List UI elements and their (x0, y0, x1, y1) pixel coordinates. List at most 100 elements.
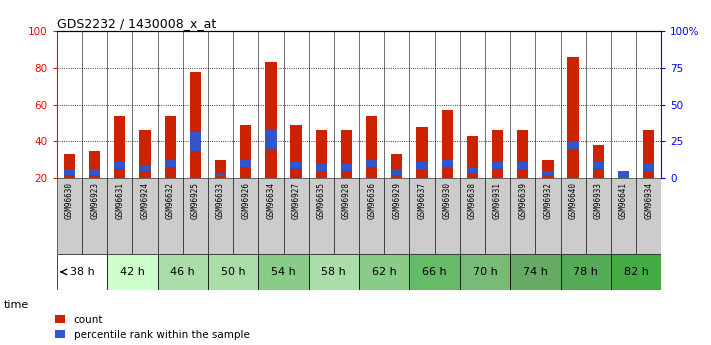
Bar (643, 130, 654, 178)
Text: 78 h: 78 h (573, 267, 598, 277)
Bar (215, 160, 226, 178)
Bar (183, 178, 208, 254)
Text: GSM96641: GSM96641 (619, 182, 628, 219)
Bar (485, 178, 510, 254)
Bar (460, 254, 510, 290)
Text: GSM96632: GSM96632 (166, 182, 175, 219)
Bar (64, 154, 75, 178)
Bar (611, 254, 661, 290)
Bar (510, 254, 560, 290)
Bar (517, 162, 528, 169)
Text: GSM96931: GSM96931 (493, 182, 502, 219)
Bar (417, 127, 428, 178)
Text: 74 h: 74 h (523, 267, 547, 277)
Text: GSM96929: GSM96929 (392, 182, 401, 219)
Bar (309, 254, 359, 290)
Bar (618, 171, 629, 178)
Text: GSM96637: GSM96637 (417, 182, 427, 219)
Bar (618, 175, 629, 178)
Bar (107, 254, 158, 290)
Text: GSM96926: GSM96926 (241, 182, 250, 219)
Bar (139, 130, 151, 178)
Bar (341, 130, 352, 178)
Text: GSM96633: GSM96633 (216, 182, 225, 219)
Bar (208, 254, 258, 290)
Bar (57, 254, 107, 290)
Bar (442, 110, 453, 178)
Text: GSM96932: GSM96932 (543, 182, 552, 219)
Bar (460, 178, 485, 254)
Bar (164, 116, 176, 178)
Text: GSM96635: GSM96635 (317, 182, 326, 219)
Bar (359, 254, 410, 290)
Bar (611, 178, 636, 254)
Bar (265, 62, 277, 178)
Bar (258, 178, 284, 254)
Text: GSM96928: GSM96928 (342, 182, 351, 219)
Bar (466, 167, 478, 173)
Bar (240, 160, 252, 167)
Text: GSM96640: GSM96640 (569, 182, 577, 219)
Bar (258, 254, 309, 290)
Bar (290, 162, 301, 169)
Bar (586, 178, 611, 254)
Text: GSM96634: GSM96634 (267, 182, 275, 219)
Bar (410, 178, 434, 254)
Bar (384, 178, 410, 254)
Bar (567, 141, 579, 149)
Bar (341, 164, 352, 171)
Bar (410, 254, 460, 290)
Text: GSM96638: GSM96638 (468, 182, 477, 219)
Legend: count, percentile rank within the sample: count, percentile rank within the sample (55, 315, 250, 340)
Bar (636, 178, 661, 254)
Bar (158, 178, 183, 254)
Bar (316, 164, 327, 171)
Text: GSM96924: GSM96924 (141, 182, 149, 219)
Bar (158, 254, 208, 290)
Text: GSM96631: GSM96631 (115, 182, 124, 219)
Bar (366, 160, 378, 167)
Bar (643, 164, 654, 171)
Bar (592, 145, 604, 178)
Bar (64, 169, 75, 175)
Bar (560, 178, 586, 254)
Bar (492, 130, 503, 178)
Bar (233, 178, 258, 254)
Text: GSM96636: GSM96636 (367, 182, 376, 219)
Text: GSM96639: GSM96639 (518, 182, 528, 219)
Bar (89, 151, 100, 178)
Bar (114, 162, 126, 169)
Bar (359, 178, 384, 254)
Bar (240, 125, 252, 178)
Bar (510, 178, 535, 254)
Text: GSM96630: GSM96630 (65, 182, 74, 219)
Bar (542, 160, 554, 178)
Text: GSM96933: GSM96933 (594, 182, 603, 219)
Bar (492, 162, 503, 169)
Text: 62 h: 62 h (372, 267, 397, 277)
Bar (208, 178, 233, 254)
Bar (434, 178, 460, 254)
Bar (560, 254, 611, 290)
Text: GSM96923: GSM96923 (90, 182, 99, 219)
Bar (391, 154, 402, 178)
Bar (442, 160, 453, 167)
Text: GSM96927: GSM96927 (292, 182, 301, 219)
Bar (535, 178, 560, 254)
Text: GSM96934: GSM96934 (644, 182, 653, 219)
Bar (190, 71, 201, 178)
Text: GSM96925: GSM96925 (191, 182, 200, 219)
Text: time: time (4, 300, 29, 310)
Bar (366, 116, 378, 178)
Bar (107, 178, 132, 254)
Bar (164, 160, 176, 167)
Text: 58 h: 58 h (321, 267, 346, 277)
Bar (567, 57, 579, 178)
Bar (265, 129, 277, 149)
Bar (592, 162, 604, 169)
Bar (284, 178, 309, 254)
Bar (139, 165, 151, 171)
Bar (316, 130, 327, 178)
Text: 54 h: 54 h (271, 267, 296, 277)
Bar (417, 162, 428, 169)
